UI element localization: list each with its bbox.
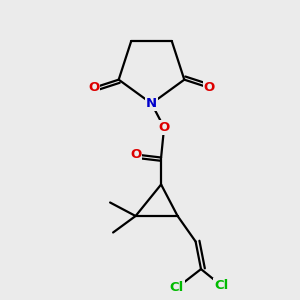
Text: O: O — [88, 81, 99, 94]
Text: O: O — [158, 121, 170, 134]
Text: Cl: Cl — [214, 279, 229, 292]
Text: N: N — [146, 97, 157, 110]
Text: Cl: Cl — [170, 281, 184, 294]
Text: O: O — [204, 81, 215, 94]
Text: O: O — [130, 148, 141, 161]
